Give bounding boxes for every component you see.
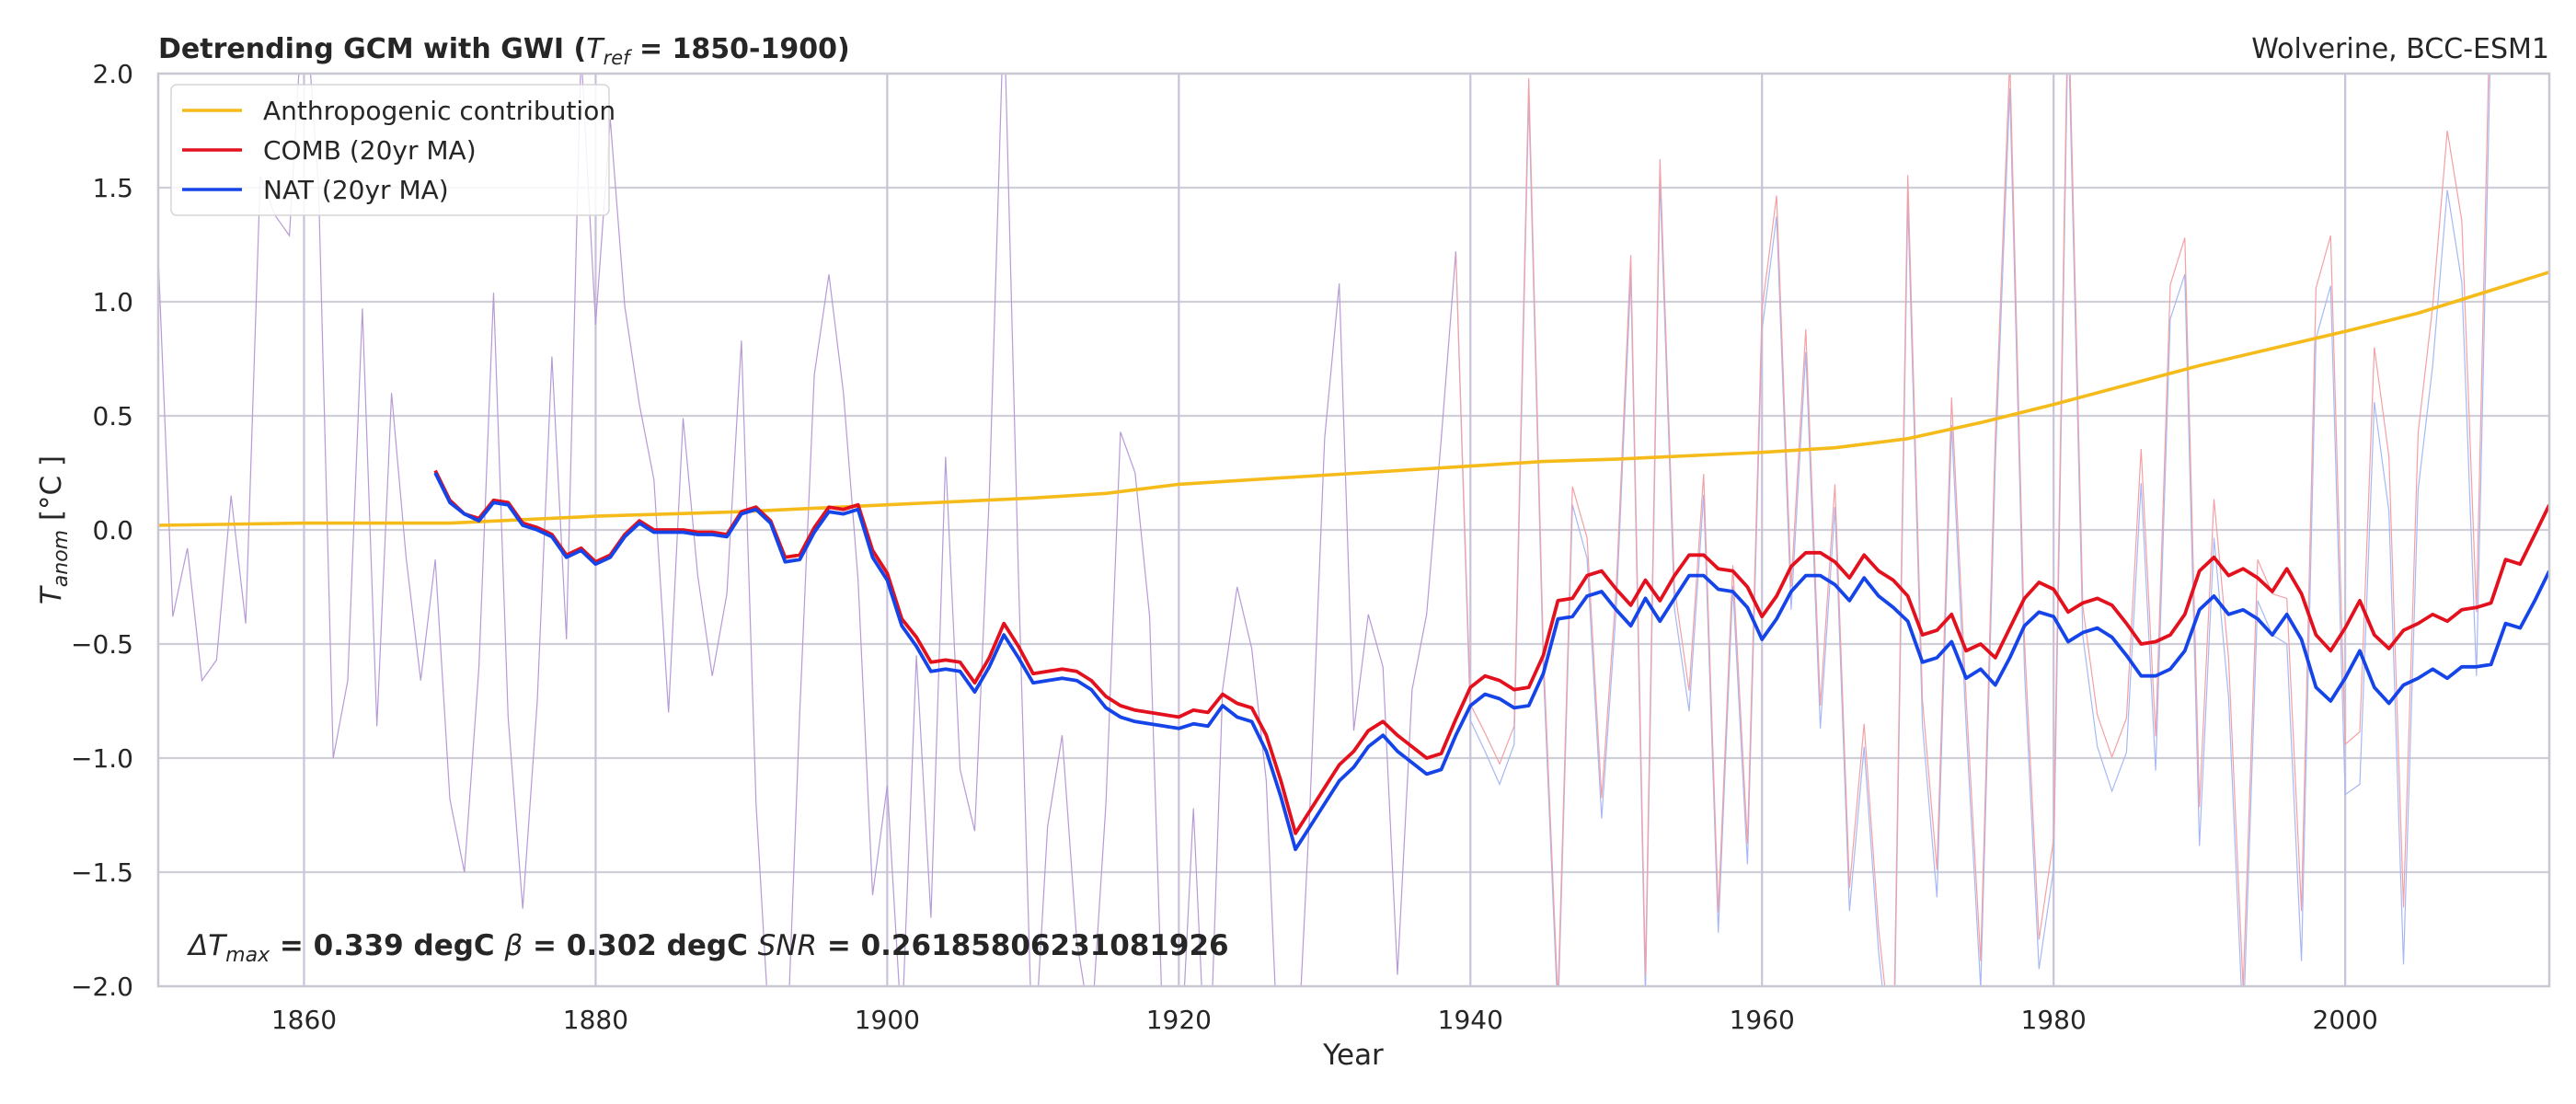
plot-frame <box>156 72 2551 988</box>
chart-subtitle: Wolverine, BCC-ESM1 <box>2251 33 2549 65</box>
legend-box <box>170 84 610 216</box>
legend-label-anthropogenic: Anthropogenic contribution <box>263 96 615 126</box>
x-tick-label: 1960 <box>1730 1005 1795 1035</box>
x-tick-label: 1880 <box>563 1005 628 1035</box>
grid-lines <box>158 74 2549 986</box>
legend-label-comb: COMB (20yr MA) <box>263 135 477 166</box>
x-tick-label: 1980 <box>2021 1005 2087 1035</box>
x-tick-label: 1920 <box>1146 1005 1212 1035</box>
x-tick-label: 1900 <box>855 1005 920 1035</box>
y-tick-label: 0.0 <box>92 515 133 546</box>
chart-title: Detrending GCM with GWI (Tref = 1850-190… <box>158 33 850 69</box>
y-axis-label: Tanom [°C ] <box>35 455 73 604</box>
y-tick-label: 1.5 <box>92 173 133 203</box>
x-tick-label: 1860 <box>271 1005 337 1035</box>
plot-series <box>158 74 2549 986</box>
y-tick-label: 2.0 <box>92 59 133 89</box>
y-axis-ticks: −2.0 −1.5 −1.0 −0.5 0.0 0.5 1.0 1.5 2.0 <box>71 59 133 1002</box>
nat-raw-series-line <box>1455 74 2491 986</box>
legend: Anthropogenic contribution COMB (20yr MA… <box>170 84 615 216</box>
y-tick-label: −0.5 <box>71 629 133 660</box>
x-axis-ticks: 1860 1880 1900 1920 1940 1960 1980 2000 <box>271 1005 2378 1035</box>
y-tick-label: −2.0 <box>71 972 133 1002</box>
nat-ma-line <box>433 472 2549 852</box>
anthropogenic-contribution-line <box>158 270 2549 527</box>
x-axis-label: Year <box>1322 1039 1384 1072</box>
y-tick-label: 0.5 <box>92 401 133 431</box>
x-tick-label: 1940 <box>1438 1005 1503 1035</box>
y-tick-label: −1.0 <box>71 743 133 774</box>
comb-ma-line <box>433 469 2549 835</box>
y-tick-label: 1.0 <box>92 287 133 317</box>
y-tick-label: −1.5 <box>71 857 133 888</box>
stats-annotation: ΔTmax = 0.339 degC β = 0.302 degC SNR = … <box>187 929 1229 967</box>
legend-label-nat: NAT (20yr MA) <box>263 175 449 205</box>
comb-raw-series-line <box>1455 74 2490 986</box>
x-tick-label: 2000 <box>2313 1005 2378 1035</box>
